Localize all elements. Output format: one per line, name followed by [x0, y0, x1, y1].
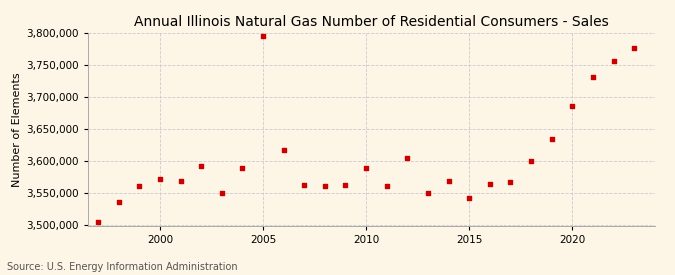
Y-axis label: Number of Elements: Number of Elements	[12, 72, 22, 186]
Point	[587, 75, 598, 79]
Point	[567, 103, 578, 108]
Point	[443, 178, 454, 183]
Point	[155, 177, 165, 182]
Point	[628, 46, 639, 50]
Point	[608, 58, 619, 63]
Point	[340, 183, 351, 187]
Point	[319, 183, 330, 188]
Point	[237, 166, 248, 170]
Point	[526, 159, 537, 164]
Point	[402, 156, 412, 160]
Point	[464, 196, 475, 200]
Point	[258, 34, 269, 39]
Point	[217, 191, 227, 196]
Point	[278, 148, 289, 152]
Point	[299, 183, 310, 187]
Point	[381, 183, 392, 188]
Point	[485, 182, 495, 186]
Point	[546, 137, 557, 141]
Point	[196, 164, 207, 168]
Point	[505, 180, 516, 184]
Point	[423, 191, 433, 196]
Point	[175, 178, 186, 183]
Text: Source: U.S. Energy Information Administration: Source: U.S. Energy Information Administ…	[7, 262, 238, 272]
Point	[113, 200, 124, 204]
Point	[360, 166, 371, 170]
Point	[92, 220, 103, 224]
Point	[134, 183, 144, 188]
Title: Annual Illinois Natural Gas Number of Residential Consumers - Sales: Annual Illinois Natural Gas Number of Re…	[134, 15, 609, 29]
